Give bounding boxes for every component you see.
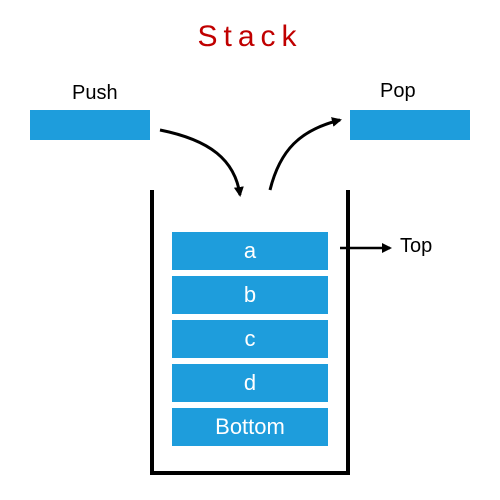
pop-arrow-icon [270,120,340,190]
arrows-layer [0,0,500,500]
push-arrow-icon [160,130,240,195]
